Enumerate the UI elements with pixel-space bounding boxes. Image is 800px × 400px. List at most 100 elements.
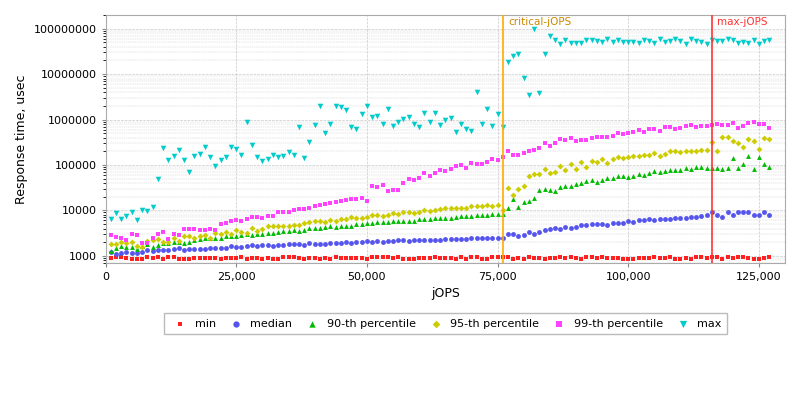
99-th percentile xyxy=(611,130,624,137)
max xyxy=(721,36,734,42)
median xyxy=(507,231,520,238)
90-th percentile xyxy=(580,178,593,184)
min xyxy=(146,254,159,261)
min xyxy=(638,255,650,262)
95-th percentile xyxy=(690,148,702,154)
max xyxy=(706,37,718,43)
90-th percentile xyxy=(611,172,624,179)
min xyxy=(590,255,603,261)
99-th percentile xyxy=(339,197,352,204)
max xyxy=(695,39,708,46)
90-th percentile xyxy=(402,218,415,224)
90-th percentile xyxy=(382,219,394,225)
99-th percentile xyxy=(157,229,170,235)
90-th percentile xyxy=(198,235,211,242)
99-th percentile xyxy=(454,161,467,168)
max xyxy=(434,122,446,128)
median xyxy=(282,241,295,248)
99-th percentile xyxy=(460,164,473,171)
95-th percentile xyxy=(679,148,692,154)
median xyxy=(361,238,374,245)
max xyxy=(549,36,562,43)
99-th percentile xyxy=(507,152,520,158)
99-th percentile xyxy=(423,172,436,179)
max xyxy=(737,39,750,46)
min xyxy=(632,254,645,261)
max xyxy=(475,121,488,127)
90-th percentile xyxy=(329,224,342,230)
95-th percentile xyxy=(695,147,708,153)
95-th percentile xyxy=(246,225,258,232)
median xyxy=(664,216,677,222)
99-th percentile xyxy=(277,209,290,215)
min xyxy=(737,254,750,260)
99-th percentile xyxy=(303,205,316,211)
max xyxy=(413,124,426,130)
median xyxy=(219,244,232,251)
max xyxy=(674,38,687,44)
median xyxy=(439,236,452,242)
90-th percentile xyxy=(642,170,655,176)
90-th percentile xyxy=(658,168,671,175)
median xyxy=(753,212,766,218)
max xyxy=(522,92,535,98)
min xyxy=(350,255,363,261)
95-th percentile xyxy=(470,203,483,210)
90-th percentile xyxy=(141,241,154,247)
90-th percentile xyxy=(710,164,723,171)
min xyxy=(162,254,174,260)
Text: max-jOPS: max-jOPS xyxy=(717,18,767,28)
min xyxy=(450,256,462,262)
max xyxy=(230,146,242,152)
min xyxy=(355,255,368,261)
median xyxy=(700,212,713,218)
min xyxy=(246,255,258,261)
95-th percentile xyxy=(350,215,363,221)
99-th percentile xyxy=(115,234,128,241)
99-th percentile xyxy=(486,156,498,162)
min xyxy=(444,255,457,261)
95-th percentile xyxy=(172,238,185,244)
90-th percentile xyxy=(606,174,619,181)
median xyxy=(194,246,206,252)
95-th percentile xyxy=(590,159,603,165)
max xyxy=(685,36,698,42)
max xyxy=(303,139,316,146)
90-th percentile xyxy=(235,232,248,238)
median xyxy=(475,234,488,241)
90-th percentile xyxy=(533,186,546,193)
95-th percentile xyxy=(533,170,546,177)
90-th percentile xyxy=(392,218,405,224)
min xyxy=(554,254,566,261)
min xyxy=(250,254,263,261)
95-th percentile xyxy=(308,218,321,225)
99-th percentile xyxy=(355,195,368,202)
median xyxy=(747,212,760,219)
90-th percentile xyxy=(240,231,253,237)
95-th percentile xyxy=(454,204,467,211)
99-th percentile xyxy=(439,168,452,174)
max xyxy=(277,153,290,159)
max xyxy=(214,157,227,164)
99-th percentile xyxy=(204,226,217,232)
median xyxy=(178,246,190,253)
95-th percentile xyxy=(162,239,174,245)
90-th percentile xyxy=(543,186,556,193)
99-th percentile xyxy=(695,123,708,130)
99-th percentile xyxy=(753,121,766,128)
max xyxy=(611,36,624,43)
max xyxy=(194,150,206,157)
99-th percentile xyxy=(559,137,572,144)
90-th percentile xyxy=(318,224,331,230)
median xyxy=(110,251,122,257)
min xyxy=(209,254,222,261)
median xyxy=(737,208,750,215)
max xyxy=(293,124,306,131)
max xyxy=(157,145,170,152)
min xyxy=(256,256,269,262)
median xyxy=(695,212,708,219)
median xyxy=(235,244,248,250)
min xyxy=(318,255,331,261)
95-th percentile xyxy=(559,167,572,173)
max xyxy=(246,142,258,149)
